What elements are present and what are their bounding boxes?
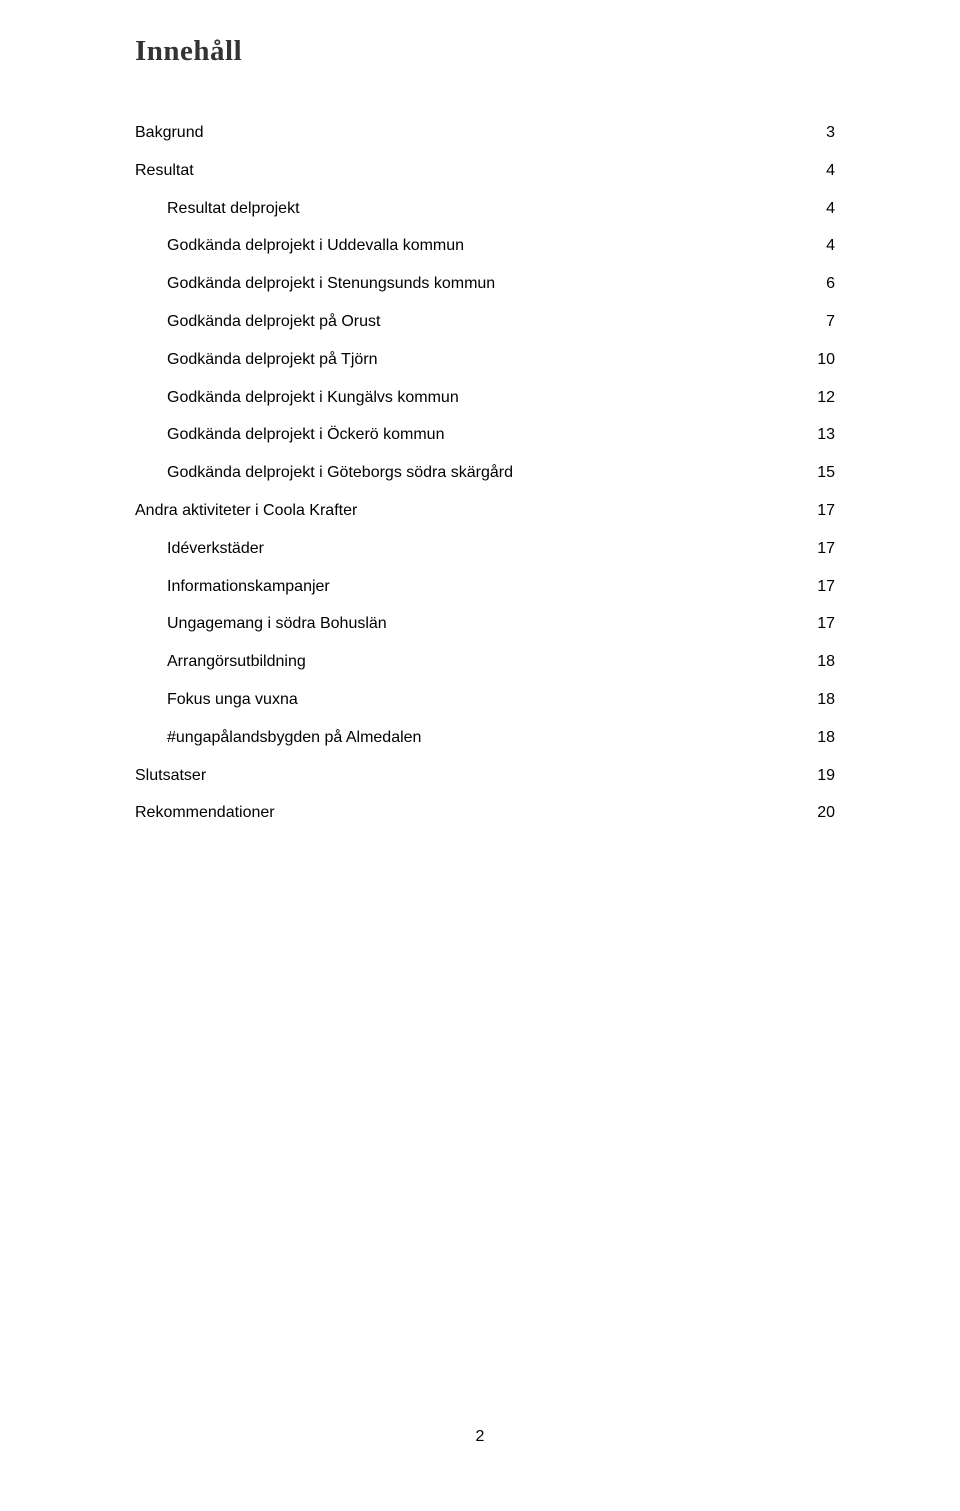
toc-entry[interactable]: Arrangörsutbildning 18: [135, 652, 835, 673]
toc-entry-label: Godkända delprojekt på Orust: [167, 312, 380, 333]
toc-entry-page: 19: [817, 766, 835, 787]
toc-entry-label: Godkända delprojekt i Stenungsunds kommu…: [167, 274, 495, 295]
toc-entry-page: 17: [817, 577, 835, 598]
toc-entry-page: 17: [817, 539, 835, 560]
toc-entry[interactable]: Godkända delprojekt i Kungälvs kommun 12: [135, 388, 835, 409]
toc-entry-label: Resultat delprojekt: [167, 199, 300, 220]
toc-entry-label: Rekommendationer: [135, 803, 275, 824]
toc-entry-page: 18: [817, 690, 835, 711]
page-title: Innehåll: [135, 35, 835, 68]
toc-entry-page: 18: [817, 652, 835, 673]
toc-entry[interactable]: Fokus unga vuxna 18: [135, 690, 835, 711]
toc-entry-page: 15: [817, 463, 835, 484]
document-page: Innehåll Bakgrund 3Resultat 4Resultat de…: [0, 0, 960, 1511]
toc-entry[interactable]: Bakgrund 3: [135, 123, 835, 144]
toc-entry[interactable]: Godkända delprojekt i Stenungsunds kommu…: [135, 274, 835, 295]
toc-entry[interactable]: Idéverkstäder 17: [135, 539, 835, 560]
toc-entry-label: Godkända delprojekt i Göteborgs södra sk…: [167, 463, 513, 484]
toc-entry-page: 20: [817, 803, 835, 824]
toc-entry[interactable]: Andra aktiviteter i Coola Krafter 17: [135, 501, 835, 522]
toc-entry-page: 12: [817, 388, 835, 409]
toc-entry[interactable]: Godkända delprojekt i Öckerö kommun 13: [135, 425, 835, 446]
toc-entry-label: Fokus unga vuxna: [167, 690, 298, 711]
toc-entry-page: 4: [826, 236, 835, 257]
toc-entry[interactable]: Resultat 4: [135, 161, 835, 182]
toc-entry-label: Resultat: [135, 161, 194, 182]
toc-entry[interactable]: Godkända delprojekt i Göteborgs södra sk…: [135, 463, 835, 484]
toc-entry[interactable]: Rekommendationer 20: [135, 803, 835, 824]
toc-entry-page: 7: [826, 312, 835, 333]
toc-entry[interactable]: Resultat delprojekt 4: [135, 199, 835, 220]
toc-entry-page: 17: [817, 501, 835, 522]
toc-entry-label: Godkända delprojekt i Kungälvs kommun: [167, 388, 459, 409]
toc-entry-label: Andra aktiviteter i Coola Krafter: [135, 501, 357, 522]
toc-entry-page: 4: [826, 199, 835, 220]
toc-entry[interactable]: Godkända delprojekt på Tjörn 10: [135, 350, 835, 371]
toc-entry[interactable]: Godkända delprojekt i Uddevalla kommun 4: [135, 236, 835, 257]
toc-entry-label: Idéverkstäder: [167, 539, 264, 560]
toc-entry-page: 6: [826, 274, 835, 295]
toc-entry-page: 17: [817, 614, 835, 635]
toc-entry-page: 13: [817, 425, 835, 446]
toc-entry-label: #ungapålandsbygden på Almedalen: [167, 728, 421, 749]
table-of-contents: Bakgrund 3Resultat 4Resultat delprojekt …: [135, 123, 835, 824]
toc-entry-label: Godkända delprojekt på Tjörn: [167, 350, 378, 371]
toc-entry-page: 4: [826, 161, 835, 182]
toc-entry[interactable]: Godkända delprojekt på Orust 7: [135, 312, 835, 333]
toc-entry-page: 10: [817, 350, 835, 371]
toc-entry-label: Godkända delprojekt i Öckerö kommun: [167, 425, 444, 446]
toc-entry[interactable]: Ungagemang i södra Bohuslän 17: [135, 614, 835, 635]
page-number: 2: [0, 1428, 960, 1446]
toc-entry-label: Godkända delprojekt i Uddevalla kommun: [167, 236, 464, 257]
toc-entry[interactable]: Informationskampanjer 17: [135, 577, 835, 598]
toc-entry-label: Informationskampanjer: [167, 577, 330, 598]
toc-entry[interactable]: Slutsatser 19: [135, 766, 835, 787]
toc-entry-label: Slutsatser: [135, 766, 206, 787]
toc-entry-page: 18: [817, 728, 835, 749]
toc-entry-page: 3: [826, 123, 835, 144]
toc-entry-label: Bakgrund: [135, 123, 204, 144]
toc-entry[interactable]: #ungapålandsbygden på Almedalen 18: [135, 728, 835, 749]
toc-entry-label: Arrangörsutbildning: [167, 652, 306, 673]
toc-entry-label: Ungagemang i södra Bohuslän: [167, 614, 387, 635]
